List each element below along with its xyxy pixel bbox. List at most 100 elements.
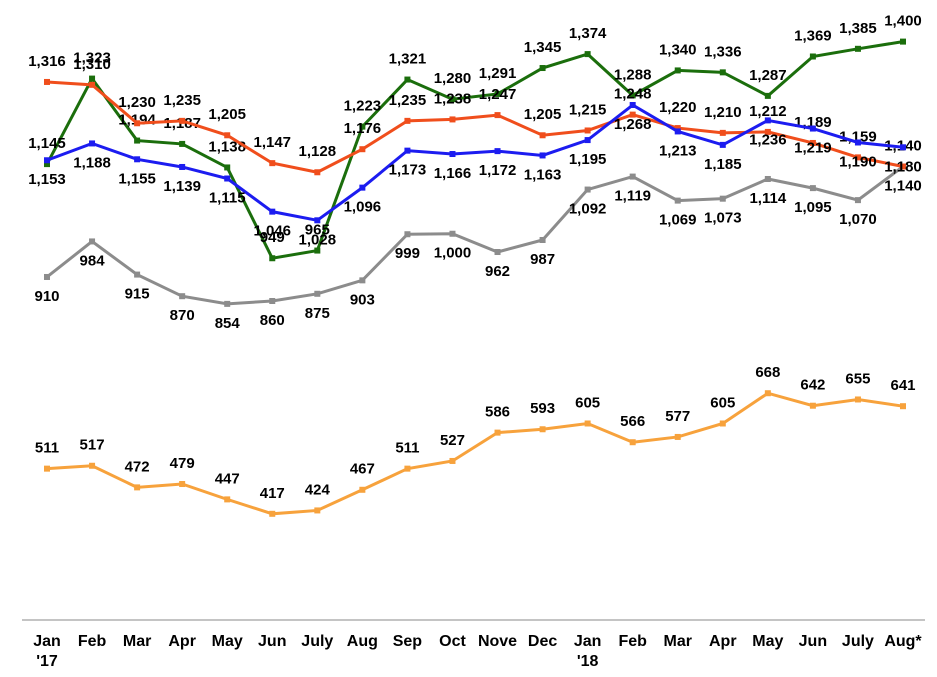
point — [89, 81, 96, 88]
point — [89, 140, 96, 147]
point — [674, 197, 681, 204]
data-label: 1,180 — [884, 158, 922, 175]
data-label: 1,028 — [299, 231, 337, 248]
data-label: 605 — [710, 394, 735, 411]
data-label: 1,095 — [794, 199, 832, 216]
point — [584, 51, 591, 58]
point — [900, 144, 906, 151]
point — [494, 112, 501, 119]
data-label: 1,235 — [163, 92, 201, 109]
point — [44, 273, 50, 280]
data-label: 586 — [485, 404, 510, 421]
point — [134, 484, 141, 491]
data-label: 1,321 — [389, 51, 427, 68]
point — [89, 75, 96, 82]
point — [900, 163, 906, 170]
point — [89, 462, 96, 469]
point — [404, 117, 411, 124]
data-label: 1,400 — [884, 13, 922, 30]
x-tick-label: May — [211, 633, 243, 650]
point — [134, 271, 141, 278]
point — [314, 247, 321, 254]
data-label: 965 — [305, 222, 330, 239]
point — [629, 102, 636, 109]
data-label: 566 — [620, 413, 645, 430]
point — [674, 128, 681, 135]
data-label: 910 — [34, 288, 59, 305]
data-label: 517 — [80, 437, 105, 454]
x-tick-label: July — [301, 633, 334, 650]
point — [404, 76, 411, 83]
data-label: 1,153 — [28, 171, 66, 188]
data-label: 1,385 — [839, 20, 877, 37]
point — [854, 197, 861, 204]
data-label: 1,073 — [704, 210, 742, 227]
data-label: 1,173 — [389, 162, 427, 179]
point — [404, 147, 411, 154]
data-label: 1,336 — [704, 43, 742, 60]
point — [449, 230, 456, 237]
point — [764, 128, 771, 135]
data-label: 479 — [170, 455, 195, 472]
point — [629, 111, 636, 118]
x-tick-label: Jan '17 — [33, 633, 61, 670]
point — [44, 78, 50, 85]
data-label: 1,238 — [434, 90, 472, 107]
series-line — [45, 40, 904, 260]
point — [584, 420, 591, 427]
data-label: 1,374 — [569, 25, 607, 42]
point — [224, 496, 231, 503]
data-label: 1,287 — [749, 67, 787, 84]
point — [854, 396, 861, 403]
data-label: 1,235 — [389, 92, 427, 109]
point — [719, 69, 726, 76]
point — [134, 156, 141, 163]
point — [674, 67, 681, 74]
point — [44, 161, 50, 168]
point — [629, 92, 636, 99]
point — [900, 38, 906, 45]
point — [584, 186, 591, 193]
data-label: 605 — [575, 394, 600, 411]
point — [224, 132, 231, 139]
data-label: 1,230 — [118, 94, 156, 111]
point — [584, 137, 591, 144]
data-label: 527 — [440, 432, 465, 449]
point — [44, 465, 50, 472]
point — [809, 125, 816, 132]
x-tick-label: Sep — [392, 633, 423, 650]
data-label: 1,310 — [73, 56, 111, 73]
data-label: 854 — [215, 315, 241, 332]
point — [314, 169, 321, 176]
point — [314, 290, 321, 297]
data-label: 1,210 — [704, 104, 742, 121]
data-label: 1,046 — [253, 223, 291, 240]
data-label: 999 — [395, 245, 420, 262]
data-label: 1,147 — [253, 134, 291, 151]
x-tick-label: Dec — [527, 633, 558, 650]
point — [719, 141, 726, 148]
data-label: 987 — [530, 251, 555, 268]
point — [269, 298, 276, 304]
data-label: 642 — [800, 377, 825, 394]
data-label: 875 — [305, 305, 330, 322]
data-label: 1,213 — [659, 142, 697, 159]
point — [539, 426, 546, 433]
data-label: 1,119 — [614, 188, 651, 205]
x-tick-label: Apr — [168, 633, 196, 650]
point — [719, 129, 726, 136]
data-label: 1,069 — [659, 212, 697, 229]
point — [179, 481, 186, 488]
data-label: 1,220 — [659, 99, 697, 116]
x-tick-label: Aug — [346, 633, 378, 650]
x-tick-label: Mar — [122, 633, 152, 650]
point — [764, 92, 771, 99]
point — [494, 148, 501, 155]
data-label: 641 — [890, 377, 915, 394]
x-tick-label: Apr — [709, 633, 737, 650]
data-label: 1,205 — [208, 106, 246, 123]
data-label: 1,176 — [344, 120, 382, 137]
point — [449, 96, 456, 103]
point — [539, 132, 546, 139]
